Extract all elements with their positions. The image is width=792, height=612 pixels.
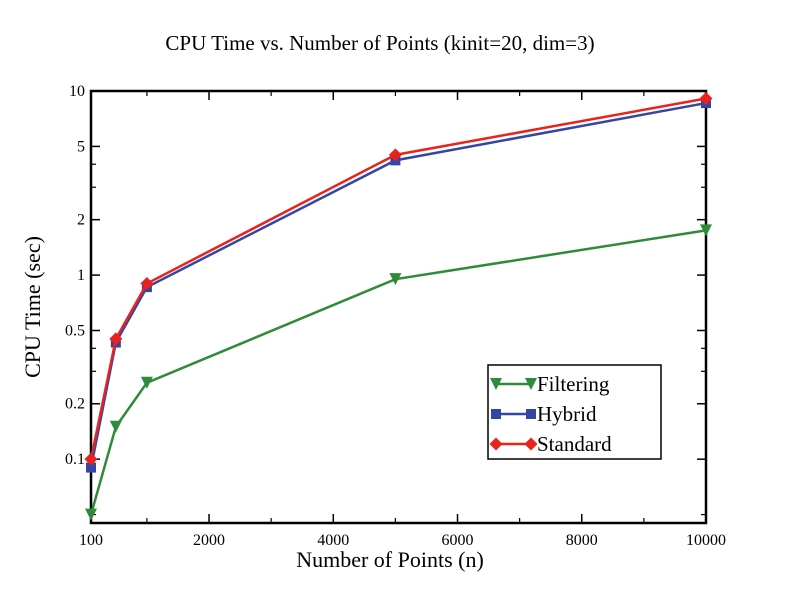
y-axis-ticks: 0.1 0.2 0.5 1 2 5 10 <box>65 83 706 516</box>
x-tick-label: 8000 <box>566 532 598 549</box>
series-standard <box>84 92 713 466</box>
legend-item-standard: Standard <box>489 432 612 456</box>
data-point-standard <box>140 277 154 291</box>
data-point-filtering <box>140 376 153 389</box>
legend-items: Filtering Hybrid Standard <box>489 372 612 456</box>
y-tick-label: 10 <box>69 83 85 100</box>
legend-item-hybrid: Hybrid <box>491 402 597 426</box>
data-point-filtering <box>85 508 97 521</box>
legend-label: Hybrid <box>537 402 597 426</box>
x-tick-label: 4000 <box>317 532 349 549</box>
legend-label: Standard <box>537 432 612 456</box>
data-point-filtering <box>700 224 712 237</box>
legend-marker <box>526 409 536 419</box>
legend-label: Filtering <box>537 372 610 396</box>
data-point-standard <box>84 452 98 466</box>
legend-marker <box>489 437 503 451</box>
x-axis-ticks: 100 2000 4000 6000 8000 10000 <box>79 91 726 549</box>
x-tick-label: 10000 <box>686 532 726 549</box>
y-axis-label: CPU Time (sec) <box>20 236 45 378</box>
data-point-standard <box>388 148 402 162</box>
series-layer <box>84 92 713 521</box>
x-tick-label: 2000 <box>193 532 225 549</box>
x-tick-label: 6000 <box>442 532 474 549</box>
data-point-standard <box>109 332 123 346</box>
data-point-filtering <box>109 420 122 433</box>
y-tick-label: 0.1 <box>65 451 85 468</box>
legend-marker <box>490 378 502 390</box>
chart-title: CPU Time vs. Number of Points (kinit=20,… <box>165 31 594 55</box>
y-tick-label: 1 <box>77 267 85 284</box>
x-tick-label: 100 <box>79 532 103 549</box>
y-tick-label: 2 <box>77 212 85 229</box>
y-tick-label: 5 <box>77 138 85 155</box>
plot-area <box>89 89 708 525</box>
y-tick-label: 0.2 <box>65 396 85 413</box>
series-filtering <box>85 224 712 521</box>
legend: Filtering Hybrid Standard <box>487 364 662 460</box>
data-point-standard <box>699 92 713 106</box>
legend-marker <box>525 378 537 390</box>
x-axis-label: Number of Points (n) <box>296 547 484 572</box>
y-tick-label: 0.5 <box>65 322 85 339</box>
legend-marker <box>491 409 501 419</box>
legend-item-filtering: Filtering <box>490 372 610 396</box>
data-point-hybrid <box>86 462 96 473</box>
legend-marker <box>524 437 538 451</box>
data-point-filtering <box>389 273 402 286</box>
